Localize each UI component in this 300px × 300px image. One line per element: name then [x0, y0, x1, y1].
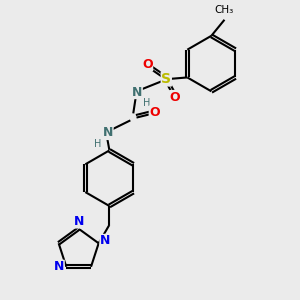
Text: H: H [94, 140, 101, 149]
Text: N: N [54, 260, 64, 273]
Text: N: N [132, 85, 142, 98]
Text: O: O [149, 106, 160, 119]
Text: O: O [170, 91, 180, 103]
Text: N: N [100, 234, 110, 248]
Text: N: N [103, 126, 113, 140]
Text: O: O [142, 58, 153, 71]
Text: H: H [143, 98, 150, 109]
Text: S: S [161, 72, 171, 86]
Text: CH₃: CH₃ [215, 5, 234, 15]
Text: N: N [74, 215, 84, 228]
